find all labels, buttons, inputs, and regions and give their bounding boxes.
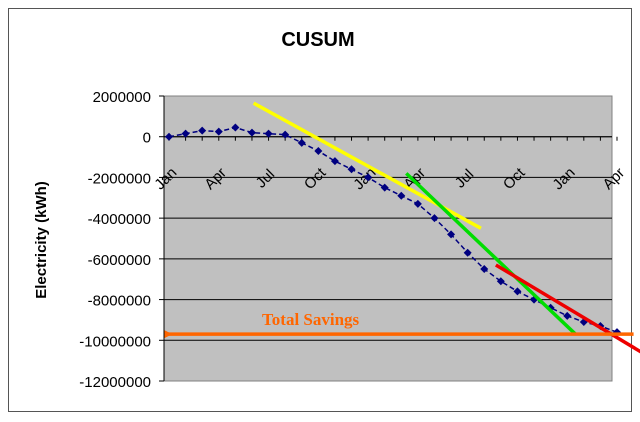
- plot-background: [163, 95, 613, 382]
- data-point: [330, 157, 339, 166]
- data-point: [247, 128, 256, 137]
- data-point: [231, 123, 240, 132]
- data-point: [198, 126, 207, 135]
- data-point: [380, 183, 389, 192]
- trend-red-line: [494, 263, 640, 354]
- data-point: [347, 165, 356, 174]
- data-point: [314, 146, 323, 155]
- data-point: [463, 248, 472, 257]
- trend-green-line: [405, 172, 577, 336]
- y-tick-label: -2000000: [88, 170, 151, 187]
- data-point: [563, 311, 572, 320]
- y-tick-label: -8000000: [88, 293, 151, 310]
- data-point: [214, 127, 223, 136]
- data-point: [413, 199, 422, 208]
- y-tick-label: -12000000: [79, 374, 151, 391]
- y-tick-label: -10000000: [79, 333, 151, 350]
- data-point: [364, 173, 373, 182]
- y-axis-label: Electricity (kWh): [33, 181, 50, 299]
- chart-title: CUSUM: [281, 29, 354, 51]
- y-tick-label: 0: [143, 130, 151, 147]
- data-point: [430, 214, 439, 223]
- data-point: [480, 265, 489, 274]
- data-point: [297, 138, 306, 147]
- data-point: [264, 129, 273, 138]
- data-point: [165, 132, 173, 141]
- y-tick-label: -4000000: [88, 211, 151, 228]
- total-savings-label: Total Savings: [262, 310, 360, 329]
- y-tick-label: 2000000: [93, 89, 151, 106]
- data-point: [447, 230, 456, 239]
- plot-area: 2000000 0 -2000000 -4000000 -6000000 -8000000…: [79, 89, 640, 391]
- data-point: [181, 129, 190, 138]
- y-tick-label: -6000000: [88, 252, 151, 269]
- data-point: [281, 130, 290, 139]
- data-point: [513, 287, 522, 296]
- data-point: [397, 191, 406, 200]
- data-point: [496, 277, 505, 286]
